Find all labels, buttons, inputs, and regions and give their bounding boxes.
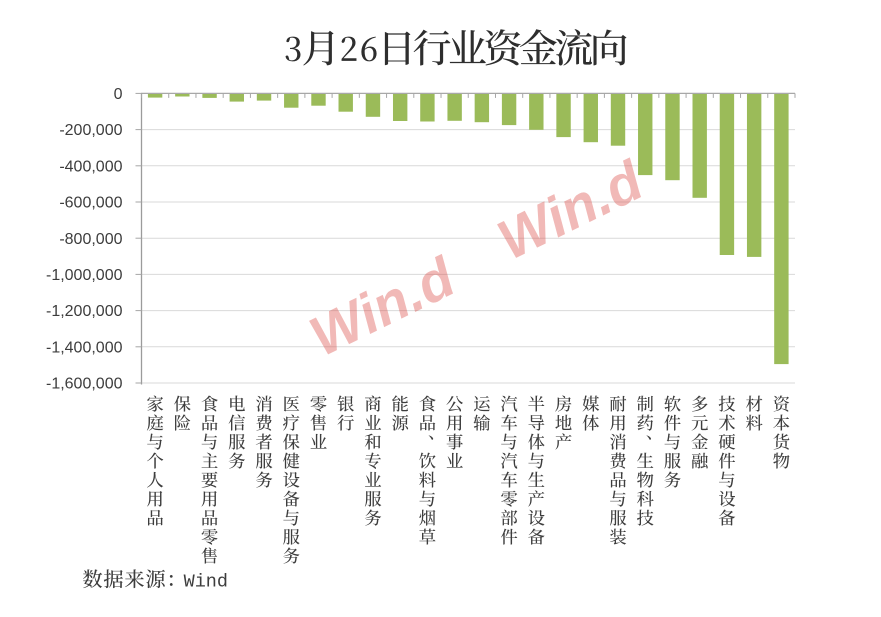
- svg-text:Win.d: Win.d: [300, 244, 466, 368]
- svg-text:-1,200,000: -1,200,000: [46, 303, 123, 320]
- svg-text:-1,000,000: -1,000,000: [46, 267, 123, 284]
- svg-text:Wind: Wind: [184, 571, 228, 592]
- svg-text:-1,600,000: -1,600,000: [46, 376, 123, 393]
- svg-text:-1,400,000: -1,400,000: [46, 339, 123, 356]
- svg-text:-600,000: -600,000: [59, 195, 122, 212]
- svg-text:-400,000: -400,000: [59, 158, 122, 175]
- svg-text:-200,000: -200,000: [59, 122, 122, 139]
- svg-text:0: 0: [114, 86, 123, 103]
- svg-text:-800,000: -800,000: [59, 231, 122, 248]
